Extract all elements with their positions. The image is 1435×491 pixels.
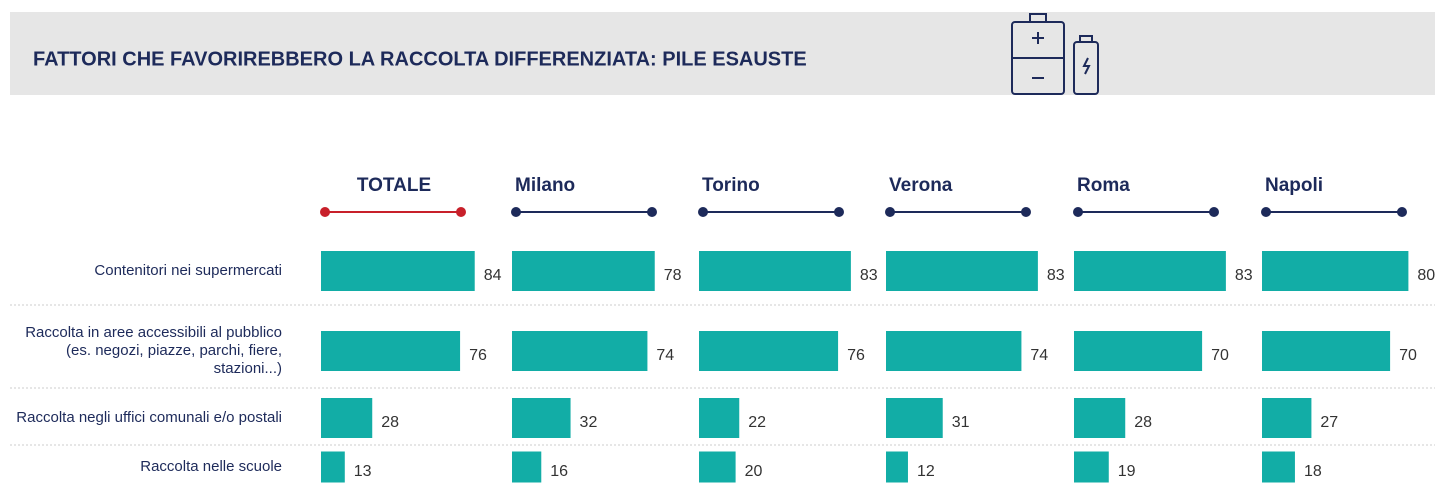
value-label: 27 [1320, 414, 1338, 431]
bar [1262, 398, 1311, 438]
row-label: Contenitori nei supermercati [12, 262, 282, 280]
value-label: 28 [381, 414, 399, 431]
value-label: 16 [550, 463, 568, 480]
bar [699, 452, 736, 483]
header-dot [647, 207, 657, 217]
value-label: 76 [847, 347, 865, 364]
value-label: 13 [354, 463, 372, 480]
row-label: Raccolta nelle scuole [12, 458, 282, 476]
bar [886, 398, 943, 438]
bar [321, 452, 345, 483]
header-dot [1397, 207, 1407, 217]
header-dot [834, 207, 844, 217]
value-label: 28 [1134, 414, 1152, 431]
value-label: 31 [952, 414, 970, 431]
value-label: 74 [1030, 347, 1048, 364]
bar [1074, 251, 1226, 291]
value-label: 83 [1235, 267, 1253, 284]
value-label: 12 [917, 463, 935, 480]
bar [699, 331, 838, 371]
bar [886, 452, 908, 483]
series-header: TOTALE [357, 175, 431, 196]
value-label: 84 [484, 267, 502, 284]
series-header: Napoli [1265, 175, 1323, 196]
value-label: 80 [1417, 267, 1435, 284]
value-label: 70 [1399, 347, 1417, 364]
series-header: Torino [702, 175, 760, 196]
bar [321, 398, 372, 438]
header-dot [885, 207, 895, 217]
bar [699, 251, 851, 291]
bar [512, 452, 541, 483]
bar [1262, 331, 1390, 371]
value-label: 19 [1118, 463, 1136, 480]
bar [1262, 452, 1295, 483]
bar [1262, 251, 1408, 291]
bar [321, 251, 475, 291]
row-label: Raccolta in aree accessibili al pubblico… [12, 324, 282, 378]
bar [1074, 452, 1109, 483]
header-dot [698, 207, 708, 217]
bar [886, 331, 1021, 371]
value-label: 20 [745, 463, 763, 480]
value-label: 83 [860, 267, 878, 284]
value-label: 70 [1211, 347, 1229, 364]
header-dot [1073, 207, 1083, 217]
page: FATTORI CHE FAVORIREBBERO LA RACCOLTA DI… [0, 0, 1435, 491]
header-dot [456, 207, 466, 217]
series-header: Roma [1077, 175, 1130, 196]
bar [321, 331, 460, 371]
header-dot [1261, 207, 1271, 217]
value-label: 74 [656, 347, 674, 364]
bar [512, 251, 655, 291]
bar [512, 331, 647, 371]
bar [1074, 398, 1125, 438]
bar [512, 398, 571, 438]
value-label: 78 [664, 267, 682, 284]
value-label: 32 [580, 414, 598, 431]
chart-title: FATTORI CHE FAVORIREBBERO LA RACCOLTA DI… [33, 48, 807, 70]
header-dot [511, 207, 521, 217]
header-dot [1021, 207, 1031, 217]
bar [886, 251, 1038, 291]
value-label: 18 [1304, 463, 1322, 480]
row-label: Raccolta negli uffici comunali e/o posta… [12, 409, 282, 427]
header-dot [320, 207, 330, 217]
value-label: 76 [469, 347, 487, 364]
bar [1074, 331, 1202, 371]
value-label: 83 [1047, 267, 1065, 284]
series-header: Milano [515, 175, 575, 196]
series-header: Verona [889, 175, 953, 196]
bar [699, 398, 739, 438]
value-label: 22 [748, 414, 766, 431]
header-dot [1209, 207, 1219, 217]
